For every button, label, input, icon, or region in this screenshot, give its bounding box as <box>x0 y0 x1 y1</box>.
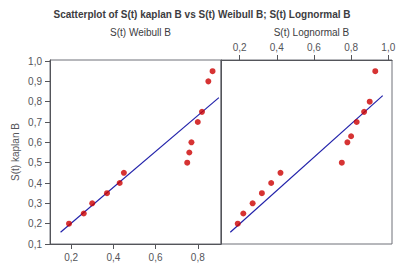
svg-text:0,2: 0,2 <box>28 218 42 229</box>
svg-text:0,7: 0,7 <box>28 117 42 128</box>
svg-text:0,3: 0,3 <box>28 198 42 209</box>
svg-text:Scatterplot of S(t) kaplan B v: Scatterplot of S(t) kaplan B vs S(t) Wei… <box>53 9 350 20</box>
svg-text:0,4: 0,4 <box>106 252 120 263</box>
svg-text:1,0: 1,0 <box>381 42 395 53</box>
svg-text:0,4: 0,4 <box>270 42 284 53</box>
svg-text:0,8: 0,8 <box>191 252 205 263</box>
svg-text:1,0: 1,0 <box>28 56 42 67</box>
svg-text:0,6: 0,6 <box>28 137 42 148</box>
svg-text:0,6: 0,6 <box>307 42 321 53</box>
svg-text:0,1: 0,1 <box>28 239 42 250</box>
svg-text:0,8: 0,8 <box>28 96 42 107</box>
svg-text:0,5: 0,5 <box>28 157 42 168</box>
svg-text:0,8: 0,8 <box>344 42 358 53</box>
svg-text:S(t) Lognormal B: S(t) Lognormal B <box>274 27 350 38</box>
svg-text:0,2: 0,2 <box>64 252 78 263</box>
svg-text:S(t) kaplan B: S(t) kaplan B <box>10 123 21 181</box>
svg-text:0,9: 0,9 <box>28 76 42 87</box>
svg-text:S(t) Weibull B: S(t) Weibull B <box>110 27 171 38</box>
svg-text:0,2: 0,2 <box>233 42 247 53</box>
svg-text:0,6: 0,6 <box>149 252 163 263</box>
svg-text:0,4: 0,4 <box>28 178 42 189</box>
